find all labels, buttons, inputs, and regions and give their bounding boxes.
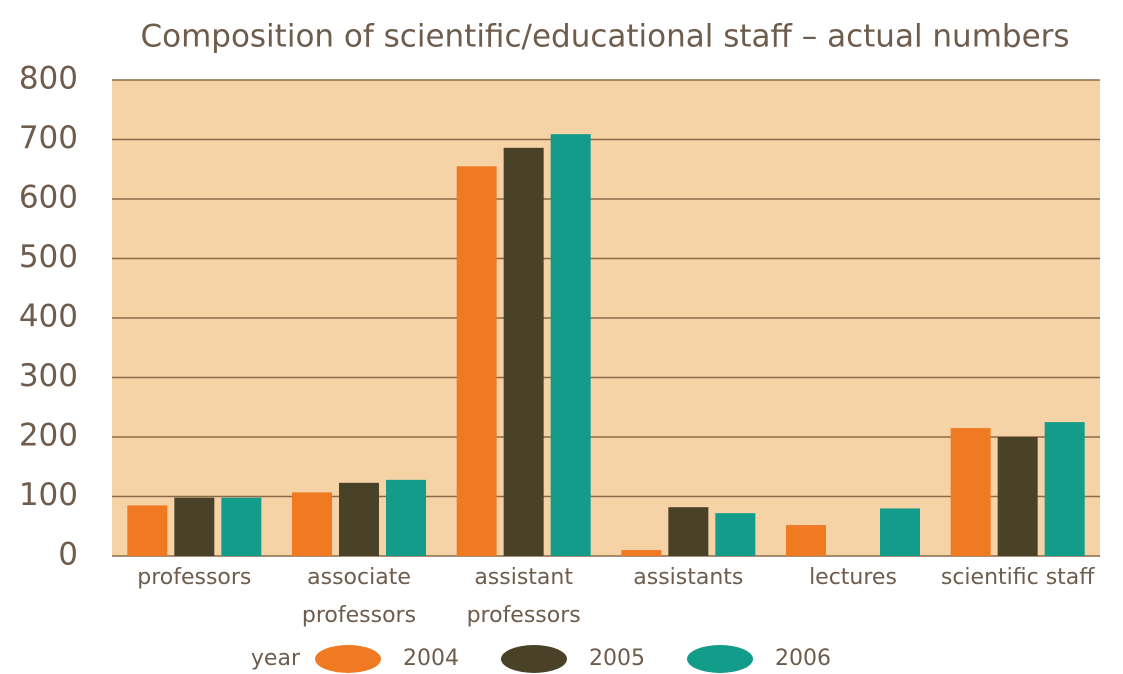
y-tick-label: 0 bbox=[58, 537, 78, 573]
legend-swatch bbox=[315, 645, 381, 673]
legend-label: 2006 bbox=[775, 646, 831, 671]
legend-swatch bbox=[501, 645, 567, 673]
bar bbox=[174, 497, 215, 556]
legend-title: year bbox=[251, 646, 301, 671]
y-tick-label: 300 bbox=[19, 358, 78, 394]
x-tick-label: professors bbox=[467, 603, 581, 628]
x-tick-label: associate bbox=[307, 565, 411, 590]
x-tick-label: professors bbox=[302, 603, 416, 628]
y-tick-label: 600 bbox=[19, 180, 78, 216]
legend-label: 2005 bbox=[589, 646, 645, 671]
y-tick-label: 700 bbox=[19, 120, 78, 156]
x-tick-label: assistant bbox=[474, 565, 573, 590]
bar bbox=[950, 428, 991, 556]
bar bbox=[1044, 422, 1085, 556]
y-tick-label: 400 bbox=[19, 299, 78, 335]
y-tick-label: 200 bbox=[19, 418, 78, 454]
legend-label: 2004 bbox=[403, 646, 459, 671]
x-tick-label: scientific staff bbox=[941, 565, 1095, 590]
chart-title: Composition of scientific/educational st… bbox=[140, 19, 1069, 55]
bar bbox=[668, 507, 709, 556]
x-tick-label: lectures bbox=[809, 565, 897, 590]
bar bbox=[786, 525, 826, 556]
bar bbox=[880, 508, 920, 556]
bar bbox=[550, 134, 591, 556]
bar bbox=[127, 505, 168, 556]
legend-swatch bbox=[687, 645, 753, 673]
y-tick-label: 500 bbox=[19, 239, 78, 275]
bar bbox=[715, 513, 756, 556]
bar bbox=[503, 147, 544, 556]
bar bbox=[997, 437, 1038, 556]
y-tick-label: 800 bbox=[19, 61, 78, 97]
bar bbox=[221, 497, 262, 556]
bar bbox=[621, 550, 662, 556]
bar bbox=[456, 166, 497, 556]
bar bbox=[292, 492, 332, 556]
x-tick-label: assistants bbox=[633, 565, 743, 590]
bar bbox=[386, 479, 426, 556]
bar bbox=[339, 482, 379, 556]
x-tick-label: professors bbox=[137, 565, 251, 590]
y-tick-label: 100 bbox=[19, 477, 78, 513]
